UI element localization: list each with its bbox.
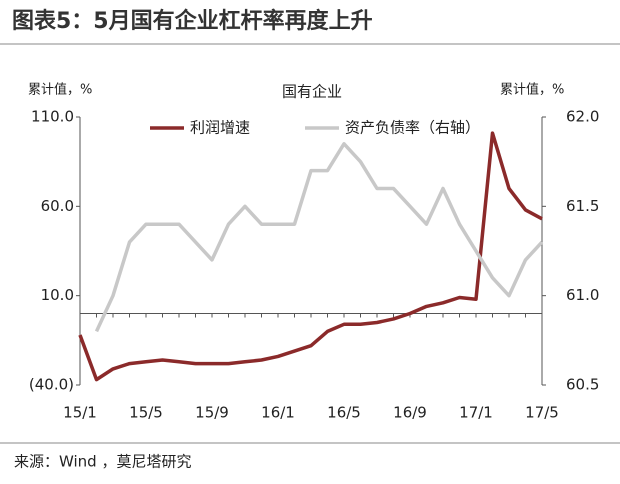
x-tick-label: 15/5 [129, 404, 163, 422]
y-tick-label: (40.0) [29, 376, 74, 394]
legend-label: 资产负债率（右轴） [345, 119, 480, 137]
y-tick-label: 60.0 [41, 197, 74, 215]
chart-title: 图表5：5月国有企业杠杆率再度上升 [12, 8, 373, 34]
y-axis-label: 累计值，% [28, 82, 92, 98]
legend-label: 利润增速 [190, 119, 250, 137]
y2-tick-label: 60.5 [566, 376, 599, 394]
series-line [78, 131, 543, 382]
series-line [94, 142, 544, 333]
x-tick-label: 16/1 [261, 404, 295, 422]
x-tick-label: 15/1 [63, 404, 97, 422]
x-tick-label: 17/1 [459, 404, 493, 422]
x-tick-label: 15/9 [195, 404, 229, 422]
y-tick-label: 10.0 [41, 286, 74, 304]
y2-tick-label: 61.5 [566, 197, 599, 215]
y2-tick-label: 62.0 [566, 108, 599, 126]
y-tick-label: 110.0 [31, 108, 74, 126]
x-tick-label: 16/9 [393, 404, 427, 422]
x-tick-label: 16/5 [327, 404, 361, 422]
y2-axis-label: 累计值，% [500, 82, 564, 98]
x-tick-label: 17/5 [525, 404, 559, 422]
chart-subtitle: 国有企业 [282, 83, 342, 101]
y2-tick-label: 61.0 [566, 286, 599, 304]
source-note: 来源：Wind ，莫尼塔研究 [14, 453, 191, 471]
